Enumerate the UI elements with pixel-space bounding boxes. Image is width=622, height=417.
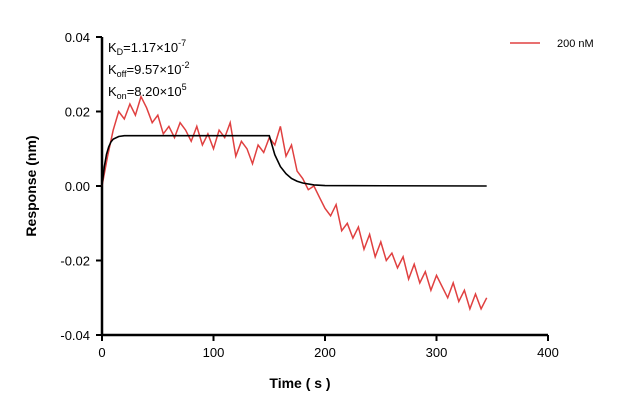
series-200nm-line — [101, 94, 488, 312]
fit-curve-line — [101, 134, 487, 187]
legend-label: 200 nM — [557, 38, 594, 50]
axes: 0 100 200 300 400 -0.04 -0.02 0.00 0.02 0.04 — [60, 30, 558, 360]
x-tick-label: 0 — [98, 345, 105, 360]
y-tick-label: 0.00 — [65, 179, 90, 194]
x-axis-label: Time ( s ) — [269, 375, 330, 391]
y-tick-label: 0.04 — [65, 30, 90, 45]
svg-text:KD=1.17×10-7: KD=1.17×10-7 — [108, 38, 186, 57]
svg-text:Kon=8.20×105: Kon=8.20×105 — [108, 82, 187, 101]
x-tick-label: 300 — [426, 345, 448, 360]
x-tick-label: 400 — [537, 345, 559, 360]
kd-annotation: KD=1.17×10-7 — [108, 38, 186, 57]
legend: 200 nM — [510, 38, 594, 50]
koff-annotation: Koff=9.57×10-2 — [108, 60, 189, 79]
y-axis-label: Response (nm) — [23, 135, 39, 236]
svg-text:Koff=9.57×10-2: Koff=9.57×10-2 — [108, 60, 189, 79]
kon-annotation: Kon=8.20×105 — [108, 82, 187, 101]
y-tick-label: -0.04 — [60, 328, 90, 343]
y-tick-label: -0.02 — [60, 254, 90, 269]
x-tick-label: 100 — [203, 345, 225, 360]
plot-area — [101, 94, 488, 312]
x-tick-label: 200 — [314, 345, 336, 360]
y-tick-label: 0.02 — [65, 105, 90, 120]
